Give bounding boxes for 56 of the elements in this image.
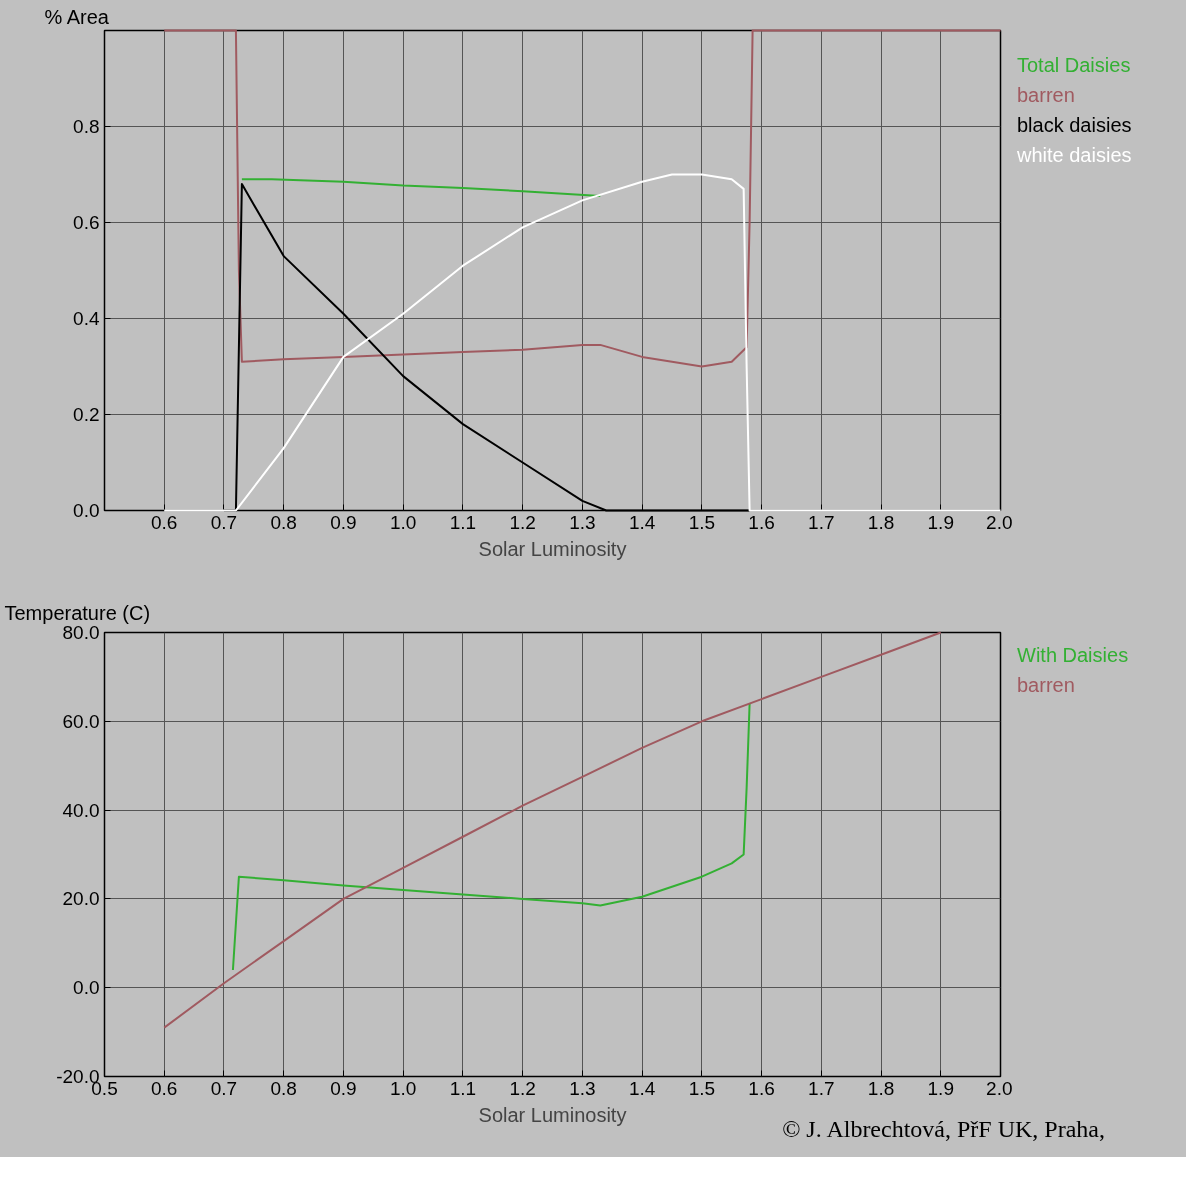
x-tick-label: 1.5 [688, 511, 716, 533]
x-tick-label: 1.3 [569, 1077, 596, 1099]
text: barren [1017, 83, 1076, 108]
x-tick-label: 1.0 [389, 511, 417, 533]
line-series [240, 178, 602, 198]
y-tick-label: 0.4 [73, 308, 100, 329]
x-tick-label: 1.5 [688, 1077, 716, 1099]
line-series [163, 631, 942, 1029]
x-tick-label: 0.7 [210, 511, 238, 533]
y-tick-label: 0.0 [73, 977, 100, 999]
y-axis-title: % Area [44, 5, 110, 28]
x-axis-title: Solar Luminosity [478, 1103, 627, 1126]
text: black daisies [1017, 113, 1132, 138]
text: white daisies [1017, 143, 1132, 168]
x-tick-label: 1.9 [927, 511, 954, 533]
x-tick-label: 0.7 [210, 1077, 238, 1099]
x-tick-label: 1.6 [748, 1077, 775, 1099]
y-tick-label: 20.0 [62, 888, 100, 910]
x-axis-title: Solar Luminosity [478, 537, 627, 560]
x-tick-label: 1.8 [867, 1077, 895, 1099]
x-tick-label: 1.7 [808, 1077, 835, 1099]
x-tick-label: 2.0 [986, 1077, 1013, 1099]
x-tick-label: 1.4 [628, 1077, 656, 1099]
x-tick-label: 1.8 [867, 511, 895, 533]
y-tick-label: 40.0 [62, 799, 100, 821]
x-tick-label: 1.9 [927, 1077, 954, 1099]
y-tick-label: 0.2 [73, 404, 100, 425]
x-tick-label: 1.1 [449, 1077, 477, 1099]
x-tick-label: 1.4 [628, 511, 656, 533]
line-series [163, 29, 1002, 368]
x-tick-label: 1.1 [449, 511, 477, 533]
text: Total Daisies [1017, 53, 1132, 78]
text: barren [1017, 673, 1076, 698]
y-tick-label: 60.0 [62, 710, 100, 732]
text: © J. Albrechtová, PřF UK, Praha, [782, 1116, 1105, 1142]
y-tick-label: 0.8 [73, 116, 100, 137]
x-tick-label: 1.7 [808, 511, 835, 533]
y-tick-label: 0.6 [73, 212, 100, 233]
x-tick-label: 0.6 [151, 511, 178, 533]
y-tick-label: 0.0 [73, 500, 100, 521]
x-tick-label: 1.6 [748, 511, 775, 533]
line-series [163, 173, 1002, 512]
x-tick-label: 1.2 [509, 511, 536, 533]
x-tick-label: 1.0 [389, 1077, 417, 1099]
y-tick-label: 80.0 [62, 622, 100, 643]
x-tick-label: 1.3 [569, 511, 596, 533]
x-tick-label: 1.2 [509, 1077, 536, 1099]
x-tick-label: 0.8 [270, 1077, 297, 1099]
x-tick-label: 0.9 [330, 511, 357, 533]
x-tick-label: 0.8 [270, 511, 297, 533]
x-tick-label: 0.9 [330, 1077, 357, 1099]
line-series [231, 702, 751, 971]
x-tick-label: 2.0 [986, 511, 1013, 533]
text: With Daisies [1017, 643, 1129, 668]
y-axis-title: Temperature (C) [4, 601, 151, 624]
x-tick-label: 0.6 [151, 1077, 178, 1099]
